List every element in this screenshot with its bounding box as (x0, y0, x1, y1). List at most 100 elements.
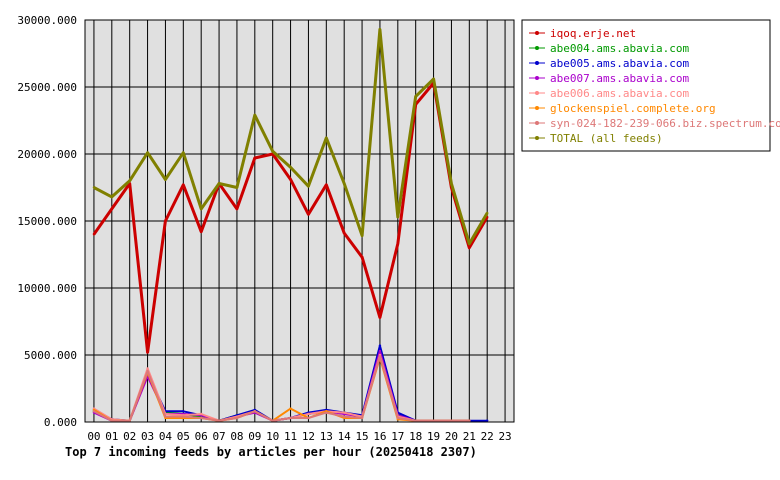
data-point (199, 230, 203, 233)
y-tick-label: 20000.000 (17, 148, 77, 161)
data-point (199, 412, 203, 416)
legend-label: abe005.ams.abavia.com (550, 57, 689, 70)
legend: iqoq.erje.net abe004.ams.abavia.com abe005… (521, 19, 780, 152)
data-point (217, 182, 221, 185)
series-7 (92, 27, 489, 246)
x-tick-label: 14 (338, 430, 352, 443)
grid-lines (85, 19, 514, 423)
data-point (271, 419, 274, 422)
data-point (307, 184, 310, 188)
data-point (289, 416, 292, 420)
data-point (396, 416, 400, 420)
data-point (396, 242, 400, 245)
data-point (182, 183, 185, 187)
data-point (414, 419, 417, 422)
x-tick-label: 05 (177, 430, 190, 443)
legend-swatch-marker (535, 61, 539, 65)
legend-swatch-marker (535, 91, 539, 95)
x-tick-label: 10 (266, 430, 279, 443)
y-axis-ticks: 0.000 5000.000 10000.000 15000.000 20000.000… (17, 14, 77, 429)
legend-label: abe007.ams.abavia.com (550, 72, 689, 85)
x-tick-label: 13 (320, 430, 333, 443)
x-tick-label: 20 (445, 430, 458, 443)
data-point (342, 231, 346, 235)
x-tick-label: 06 (195, 430, 208, 443)
data-point (235, 416, 239, 420)
legend-entry: abe005.ams.abavia.com (529, 57, 689, 70)
x-tick-label: 12 (302, 430, 315, 443)
data-point (128, 179, 131, 182)
x-tick-label: 00 (87, 430, 100, 443)
legend-entry: abe004.ams.abavia.com (529, 42, 689, 55)
legend-label: syn-024-182-239-066.biz.spectrum.com (550, 117, 780, 130)
data-point (217, 419, 221, 422)
y-tick-label: 0.000 (44, 416, 77, 429)
x-tick-label: 23 (498, 430, 511, 443)
data-point (182, 151, 185, 154)
x-tick-label: 01 (105, 430, 118, 443)
y-tick-label: 30000.000 (17, 14, 77, 27)
legend-swatch-marker (535, 46, 539, 50)
legend-entry: abe006.ams.abavia.com (529, 87, 689, 100)
data-point (378, 316, 382, 319)
legend-entry: abe007.ams.abavia.com (529, 72, 689, 85)
data-point (289, 178, 292, 181)
legend-entry: TOTAL (all feeds) (529, 132, 663, 145)
data-point (307, 416, 310, 420)
data-point (110, 195, 114, 199)
legend-entry: glockenspiel.complete.org (529, 102, 716, 115)
data-point (289, 166, 292, 169)
data-point (342, 415, 346, 418)
data-point (289, 407, 292, 410)
data-point (146, 351, 149, 354)
legend-swatch-marker (535, 121, 539, 125)
data-point (378, 355, 382, 358)
x-axis-ticks: 00 01 02 03 04 05 06 07 08 09 10 11 12 13 14 15 16 17 18 19… (87, 430, 511, 443)
series-6 (92, 355, 471, 422)
data-point (92, 186, 96, 189)
data-point (325, 411, 328, 414)
data-point (396, 215, 400, 219)
data-point (342, 182, 346, 185)
x-tick-label: 18 (409, 430, 422, 443)
data-point (307, 412, 310, 416)
data-point (378, 28, 382, 31)
data-point (182, 410, 185, 413)
y-tick-label: 5000.000 (24, 349, 77, 362)
legend-entry: iqoq.erje.net (529, 27, 636, 40)
legend-label: abe006.ams.abavia.com (550, 87, 689, 100)
data-point (450, 182, 453, 185)
chart-title: Top 7 incoming feeds by articles per hou… (65, 445, 477, 459)
data-point (432, 419, 435, 422)
data-point (378, 349, 382, 353)
data-point (271, 150, 274, 153)
x-tick-label: 15 (355, 430, 368, 443)
legend-swatch-marker (535, 106, 539, 110)
plot-frame (84, 19, 515, 423)
data-point (146, 369, 149, 373)
data-point (253, 410, 257, 413)
data-point (485, 211, 489, 215)
data-point (485, 419, 489, 422)
y-tick-label: 15000.000 (17, 215, 77, 228)
data-point (164, 415, 167, 418)
x-tick-label: 21 (463, 430, 476, 443)
data-point (378, 344, 382, 347)
data-point (468, 246, 471, 249)
x-tick-label: 22 (481, 430, 494, 443)
data-point (146, 367, 149, 370)
y-tick-label: 10000.000 (17, 282, 77, 295)
x-tick-label: 16 (373, 430, 386, 443)
legend-label: abe004.ams.abavia.com (550, 42, 689, 55)
data-point (164, 219, 167, 223)
data-point (235, 186, 239, 189)
data-point (432, 77, 435, 81)
legend-box (521, 19, 771, 152)
x-tick-label: 04 (159, 430, 173, 443)
data-point (92, 233, 96, 236)
data-point (468, 419, 471, 422)
data-point (146, 151, 149, 154)
data-point (360, 416, 364, 420)
data-point (253, 113, 257, 117)
data-point (199, 416, 203, 420)
